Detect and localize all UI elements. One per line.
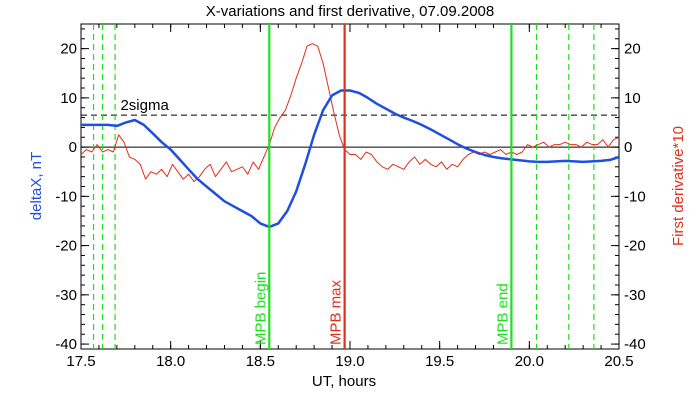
sigma-label: 2sigma xyxy=(120,97,169,114)
x-tick-label: 20.0 xyxy=(515,353,544,370)
series-first-derivative xyxy=(80,43,620,183)
x-axis-label: UT, hours xyxy=(312,373,376,390)
y-tick-label-right: -40 xyxy=(624,336,646,353)
y-tick-label-left: 0 xyxy=(69,139,77,156)
y-tick-label-right: -10 xyxy=(624,188,646,205)
plot-frame xyxy=(80,23,620,350)
plot-area: 17.5 18.0 18.5 19.0 19.5 20.0 20.5 20 10 0 -10 -20 -… xyxy=(55,23,646,370)
x-tick-label: 17.5 xyxy=(66,353,95,370)
chart-title: X-variations and first derivative, 07.09… xyxy=(206,3,495,20)
y-tick-label-right: 10 xyxy=(624,90,641,107)
y-tick-label-right: 20 xyxy=(624,41,641,58)
y-axis-label-left: deltaX, nT xyxy=(28,152,45,220)
y-tick-label-left: -40 xyxy=(55,336,77,353)
y-tick-label-left: 20 xyxy=(60,41,77,58)
y-axis-label-right: First derivative*10 xyxy=(670,126,687,246)
x-tick-label: 19.0 xyxy=(335,353,364,370)
y-tick-label-left: -10 xyxy=(55,188,77,205)
x-tick-label: 19.5 xyxy=(425,353,454,370)
x-tick-label: 20.5 xyxy=(604,353,633,370)
series-deltax xyxy=(81,89,620,229)
y-tick-label-right: -20 xyxy=(624,238,646,255)
y-tick-label-right: -30 xyxy=(624,287,646,304)
y-tick-label-left: -30 xyxy=(55,287,77,304)
y-tick-label-left: 10 xyxy=(60,90,77,107)
y-tick-label-right: 0 xyxy=(624,139,632,156)
vline-label-mpb-max: MPB max xyxy=(328,279,345,345)
x-tick-label: 18.0 xyxy=(156,353,185,370)
vline-label-mpb-end: MPB end xyxy=(494,283,511,345)
vline-label-mpb-begin: MPB begin xyxy=(252,272,269,345)
x-tick-label: 18.5 xyxy=(246,353,275,370)
y-tick-label-left: -20 xyxy=(55,238,77,255)
